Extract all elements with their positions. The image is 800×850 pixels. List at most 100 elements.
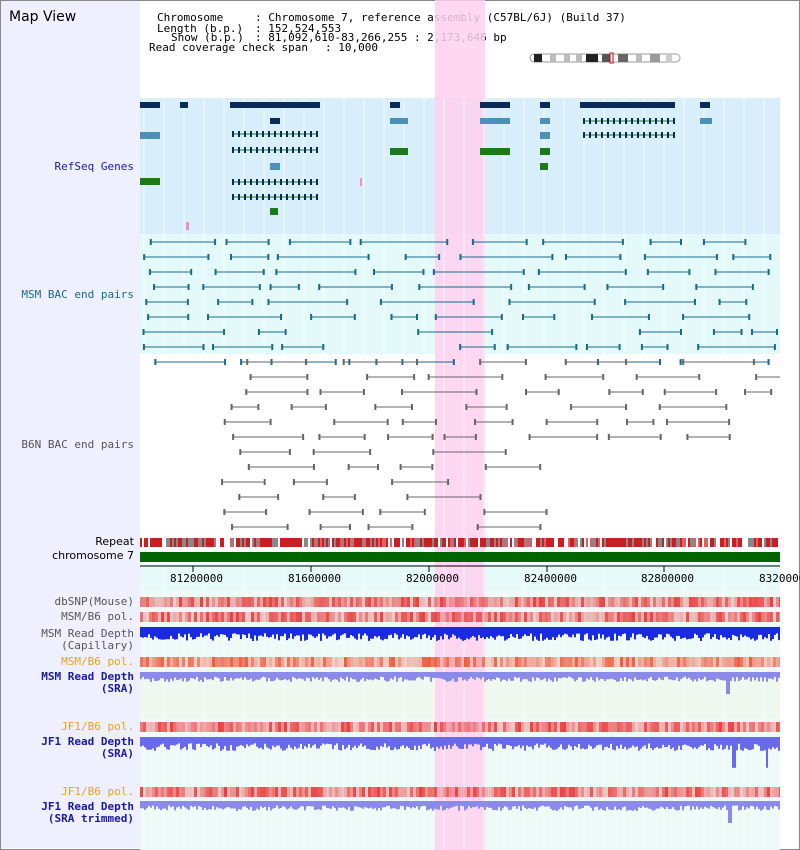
jf1-sra-depth bbox=[620, 737, 622, 745]
msm-sra-depth bbox=[666, 672, 668, 677]
jf1-b6-pol-strip bbox=[641, 722, 644, 732]
jf1-trim-depth bbox=[422, 801, 424, 806]
msm-b6-pol-strip-2 bbox=[293, 657, 296, 667]
repeat-element bbox=[480, 538, 482, 547]
msm-b6-pol-strip bbox=[671, 612, 674, 622]
msm-b6-pol-strip-2 bbox=[440, 657, 443, 667]
msm-b6-pol-strip bbox=[392, 612, 395, 622]
msm-sra-depth bbox=[396, 672, 398, 682]
jf1-b6-pol-strip bbox=[224, 722, 227, 732]
msm-capillary-depth bbox=[458, 627, 460, 638]
msm-bac-end bbox=[267, 254, 270, 260]
jf1-trim-depth bbox=[644, 801, 646, 808]
jf1-trim-depth bbox=[740, 801, 742, 810]
dbsnp-strip bbox=[608, 597, 611, 607]
msm-sra-depth bbox=[330, 672, 332, 682]
jf1-sra-depth bbox=[478, 737, 480, 745]
msm-b6-pol-strip bbox=[554, 612, 557, 622]
gene-exon bbox=[607, 118, 609, 124]
msm-capillary-depth bbox=[400, 627, 402, 638]
jf1-b6-pol-strip-2 bbox=[374, 787, 377, 797]
jf1-trim-depth bbox=[506, 801, 508, 808]
msm-bac-end bbox=[593, 299, 596, 305]
dbsnp-strip bbox=[335, 597, 338, 607]
msm-sra-depth bbox=[390, 672, 392, 679]
repeat-element bbox=[594, 538, 596, 547]
msm-sra-depth bbox=[286, 672, 288, 681]
msm-capillary-depth bbox=[250, 627, 252, 639]
msm-capillary-depth bbox=[334, 627, 336, 634]
chromosome-ideogram[interactable] bbox=[528, 52, 684, 64]
repeat-element bbox=[604, 538, 606, 547]
dbsnp-strip bbox=[434, 597, 437, 607]
msm-b6-pol-strip bbox=[758, 612, 761, 622]
msm-capillary-depth bbox=[442, 627, 444, 640]
jf1-b6-pol-strip bbox=[491, 722, 494, 732]
jf1-trim-depth bbox=[462, 801, 464, 807]
jf1-sra-depth bbox=[652, 737, 654, 751]
msm-sra-depth bbox=[232, 672, 234, 681]
track-graphics[interactable] bbox=[140, 0, 780, 850]
jf1-b6-pol-strip-2 bbox=[485, 787, 488, 797]
jf1-trim-depth bbox=[754, 801, 756, 810]
jf1-sra-depth bbox=[508, 737, 510, 746]
jf1-sra-depth bbox=[614, 737, 616, 751]
jf1-trim-depth bbox=[654, 801, 656, 810]
jf1-trim-depth bbox=[222, 801, 224, 810]
b6n-bac-end bbox=[269, 419, 272, 425]
msm-capillary-depth bbox=[282, 627, 284, 637]
dbsnp-strip bbox=[491, 597, 494, 607]
dbsnp-strip bbox=[485, 597, 488, 607]
msm-b6-pol-strip bbox=[242, 612, 245, 622]
jf1-b6-pol-strip-2 bbox=[140, 787, 143, 797]
repeat-element bbox=[618, 538, 620, 547]
msm-sra-depth bbox=[228, 672, 230, 681]
jf1-b6-pol-strip bbox=[242, 722, 245, 732]
msm-b6-pol-strip bbox=[524, 612, 527, 622]
msm-capillary-depth bbox=[152, 627, 154, 640]
jf1-trim-depth bbox=[316, 801, 318, 810]
msm-b6-pol-strip bbox=[374, 612, 377, 622]
refseq-mark bbox=[186, 222, 189, 230]
jf1-trim-depth bbox=[264, 801, 266, 807]
jf1-trim-depth bbox=[390, 801, 392, 809]
msm-b6-pol-strip bbox=[662, 612, 665, 622]
b6n-bac-end bbox=[246, 359, 249, 365]
repeat-element bbox=[742, 538, 744, 547]
dbsnp-strip bbox=[722, 597, 725, 607]
dbsnp-strip bbox=[620, 597, 623, 607]
msm-bac-end bbox=[776, 329, 778, 335]
jf1-trim-depth bbox=[162, 801, 164, 809]
jf1-sra-depth bbox=[424, 737, 426, 745]
msm-b6-pol-strip-2 bbox=[611, 657, 614, 667]
repeat-element bbox=[636, 538, 638, 547]
msm-b6-pol-strip-2 bbox=[518, 657, 521, 667]
jf1-trim-depth bbox=[508, 801, 510, 810]
jf1-trim-depth bbox=[734, 801, 736, 806]
gene-exon bbox=[286, 194, 288, 200]
msm-sra-depth bbox=[456, 672, 458, 682]
repeat-element bbox=[536, 538, 538, 547]
msm-sra-depth bbox=[194, 672, 196, 680]
repeat-element bbox=[700, 538, 702, 547]
jf1-trim-depth bbox=[714, 801, 716, 809]
jf1-b6-pol-strip-2 bbox=[194, 787, 197, 797]
msm-sra-depth bbox=[676, 672, 678, 678]
repeat-element bbox=[592, 538, 594, 547]
msm-sra-depth bbox=[732, 672, 734, 678]
jf1-b6-pol-strip-2 bbox=[533, 787, 536, 797]
msm-sra-depth bbox=[470, 672, 472, 677]
jf1-b6-pol-strip-2 bbox=[314, 787, 317, 797]
msm-sra-depth bbox=[338, 672, 340, 682]
msm-b6-pol-strip-2 bbox=[710, 657, 713, 667]
track-canvas[interactable] bbox=[140, 0, 780, 850]
jf1-trim-depth bbox=[418, 801, 420, 810]
jf1-trim-depth bbox=[746, 801, 748, 808]
dbsnp-strip bbox=[689, 597, 692, 607]
jf1-b6-pol-strip-2 bbox=[644, 787, 647, 797]
jf1-sra-depth bbox=[742, 737, 744, 751]
jf1-trim-depth bbox=[518, 801, 520, 807]
msm-sra-depth bbox=[762, 672, 764, 682]
dbsnp-strip bbox=[503, 597, 506, 607]
msm-b6-pol-strip bbox=[725, 612, 728, 622]
